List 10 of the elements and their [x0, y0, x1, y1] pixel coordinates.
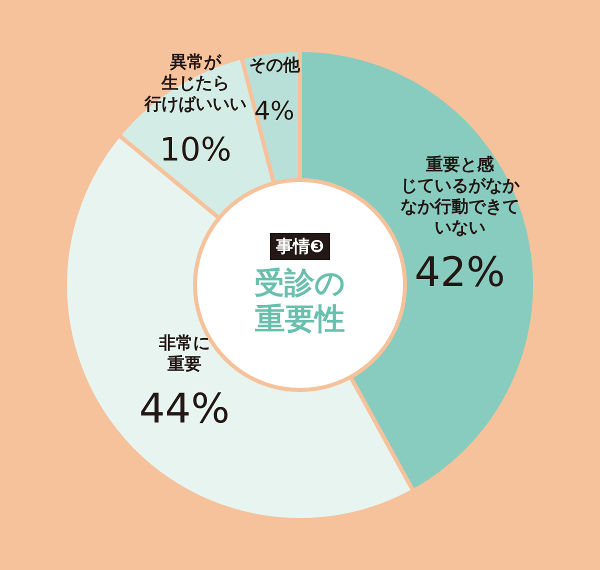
- slice-label: 異常が生じたら行けばいいい: [144, 52, 247, 114]
- slice-label: その他: [248, 56, 301, 76]
- data-label: 42%: [414, 248, 506, 296]
- text: 事情❸: [270, 232, 330, 260]
- data-label: 44%: [139, 384, 230, 433]
- slice-label: 重要と感じているがなかなか行動できていない: [400, 154, 520, 238]
- data-label: 4%: [254, 96, 295, 127]
- text: 受診の重要性: [254, 266, 346, 338]
- data-label: 10%: [160, 130, 232, 168]
- slice-label: 非常に重要: [158, 334, 210, 375]
